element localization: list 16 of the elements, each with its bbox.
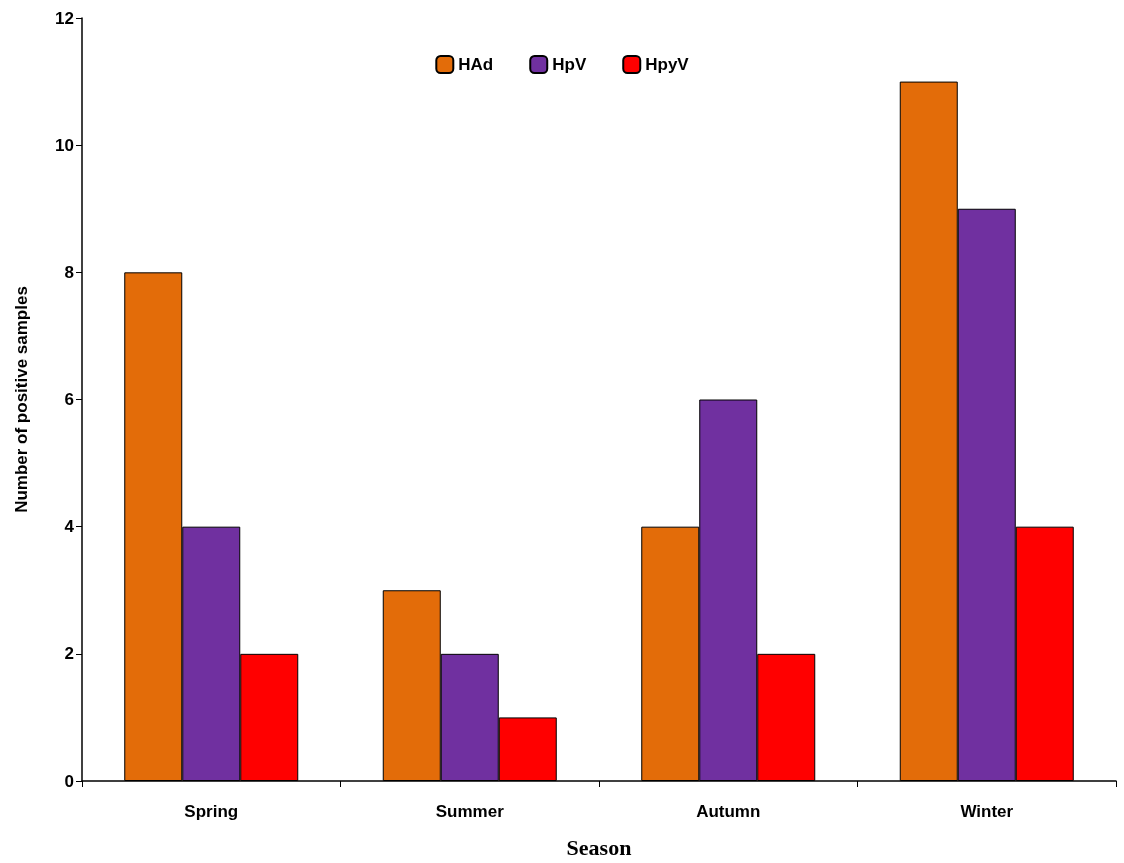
y-tick-label: 2 [64,644,74,664]
legend-label: HAd [458,55,494,74]
y-tick-label: 0 [64,771,74,791]
x-axis-title: Season [566,834,632,860]
y-tick-label: 4 [64,517,75,537]
y-tick-label: 6 [64,390,74,409]
x-tick-label: Autumn [696,802,761,821]
x-tick-label: Winter [960,802,1014,821]
x-tick-label: Summer [435,802,505,821]
legend-label: HpyV [645,55,690,74]
y-tick-label: 8 [64,262,74,282]
y-tick-label: 12 [55,8,74,28]
y-axis-title: Number of positive samples [12,286,31,513]
legend-label: HpV [552,55,587,74]
y-tick-label: 10 [55,135,74,155]
x-tick-label: Spring [184,802,239,821]
